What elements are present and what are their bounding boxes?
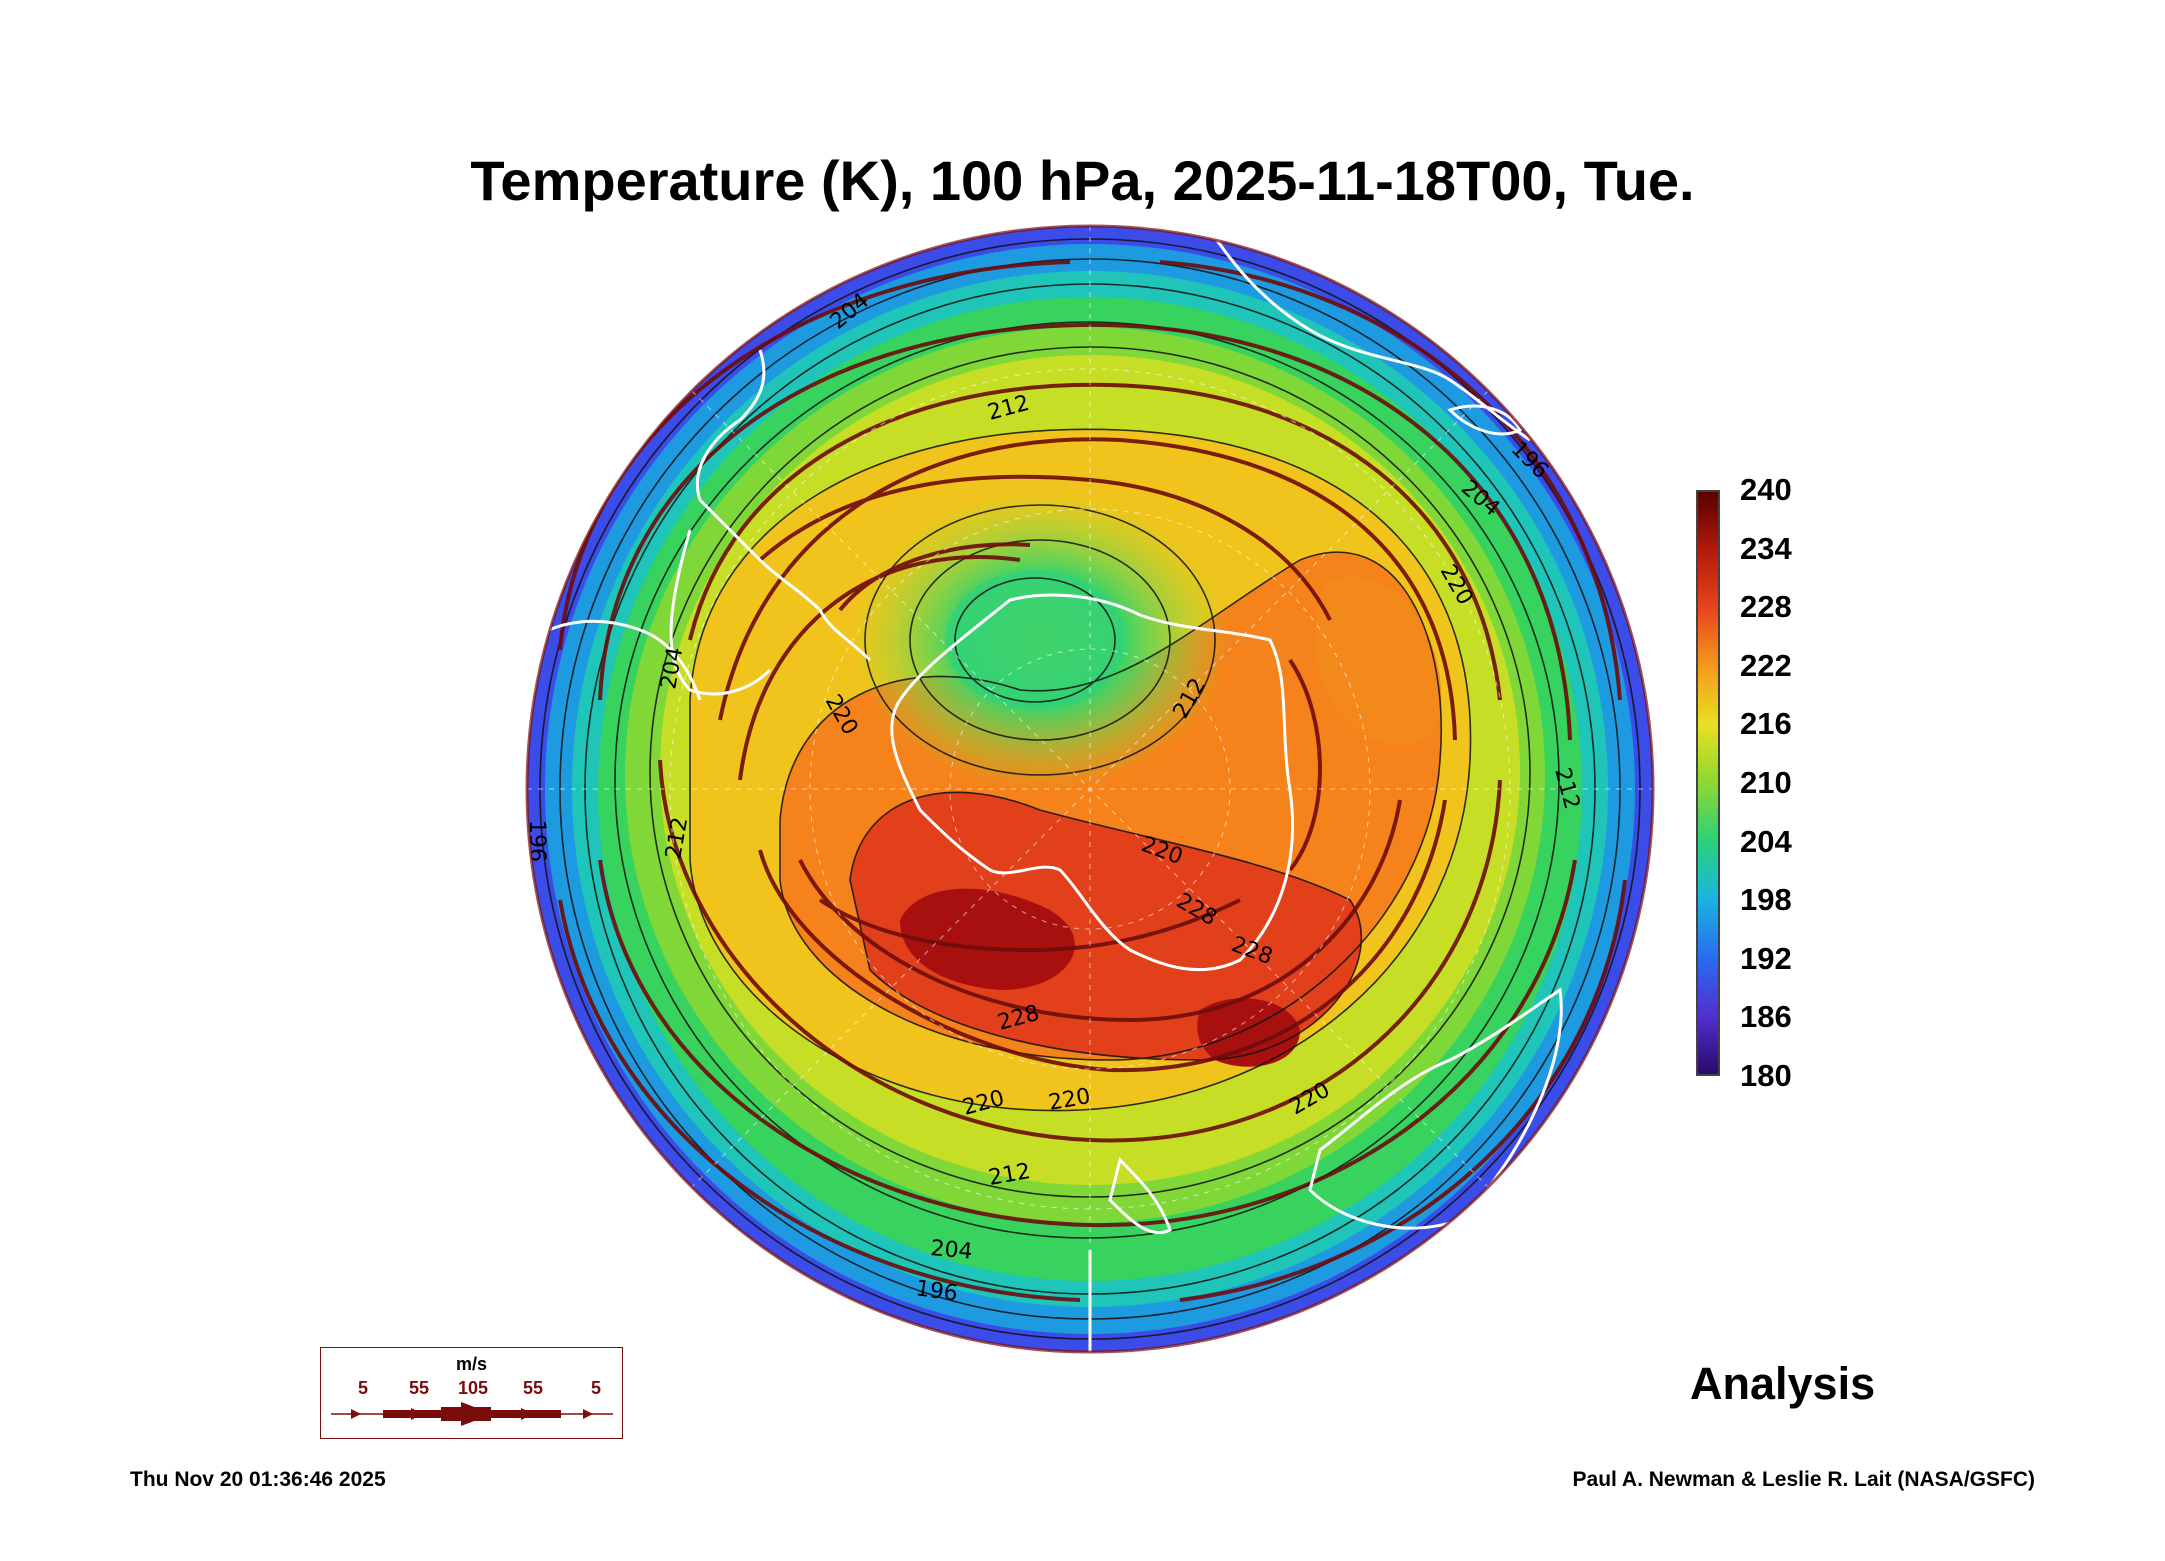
colorbar-tick-label: 210 <box>1740 765 1792 800</box>
wind-legend-speed: 55 <box>522 1378 544 1398</box>
colorbar-tick-label: 204 <box>1740 823 1792 859</box>
contour-label: 196 <box>524 820 549 862</box>
colorbar: 240 234 228 222 216 210 204 198 192 186 180 <box>1696 472 1846 1093</box>
colorbar-tick-label: 192 <box>1740 940 1792 976</box>
temp-band-224-east <box>1315 576 1442 745</box>
timestamp: Thu Nov 20 01:36:46 2025 <box>130 1468 386 1491</box>
wind-legend-speed: 5 <box>357 1378 369 1398</box>
map-title: Temperature (K), 100 hPa, 2025-11-18T00,… <box>470 149 1695 212</box>
contour-label: 196 <box>914 1276 959 1307</box>
colorbar-tick-label: 180 <box>1740 1058 1792 1093</box>
colorbar-gradient <box>1696 490 1720 1076</box>
graticule <box>527 226 1653 1352</box>
colorbar-tick-label: 228 <box>1740 589 1792 625</box>
wind-legend-unit: m/s <box>455 1354 488 1374</box>
credit: Paul A. Newman & Leslie R. Lait (NASA/GS… <box>1572 1468 2035 1491</box>
analysis-label: Analysis <box>1690 1358 1876 1409</box>
colorbar-tick-label: 222 <box>1740 647 1792 683</box>
temp-band-236 <box>900 888 1075 990</box>
colorbar-tick-label: 198 <box>1740 882 1792 918</box>
wind-legend-speed: 55 <box>408 1378 430 1398</box>
coastlines <box>529 229 1563 1352</box>
wind-streamlines <box>558 260 1627 1302</box>
colorbar-tick-label: 216 <box>1740 706 1792 742</box>
wind-legend-arrow <box>331 1402 613 1426</box>
contour-label: 204 <box>929 1236 973 1265</box>
colorbar-tick-label: 240 <box>1740 472 1792 507</box>
colorbar-tick-label: 234 <box>1740 530 1792 566</box>
wind-legend-speed: 5 <box>590 1378 602 1398</box>
wind-speed-legend: m/s 5 55 105 55 5 <box>320 1347 623 1439</box>
wind-legend-speed: 105 <box>457 1378 489 1398</box>
colorbar-tick-label: 186 <box>1740 999 1792 1035</box>
